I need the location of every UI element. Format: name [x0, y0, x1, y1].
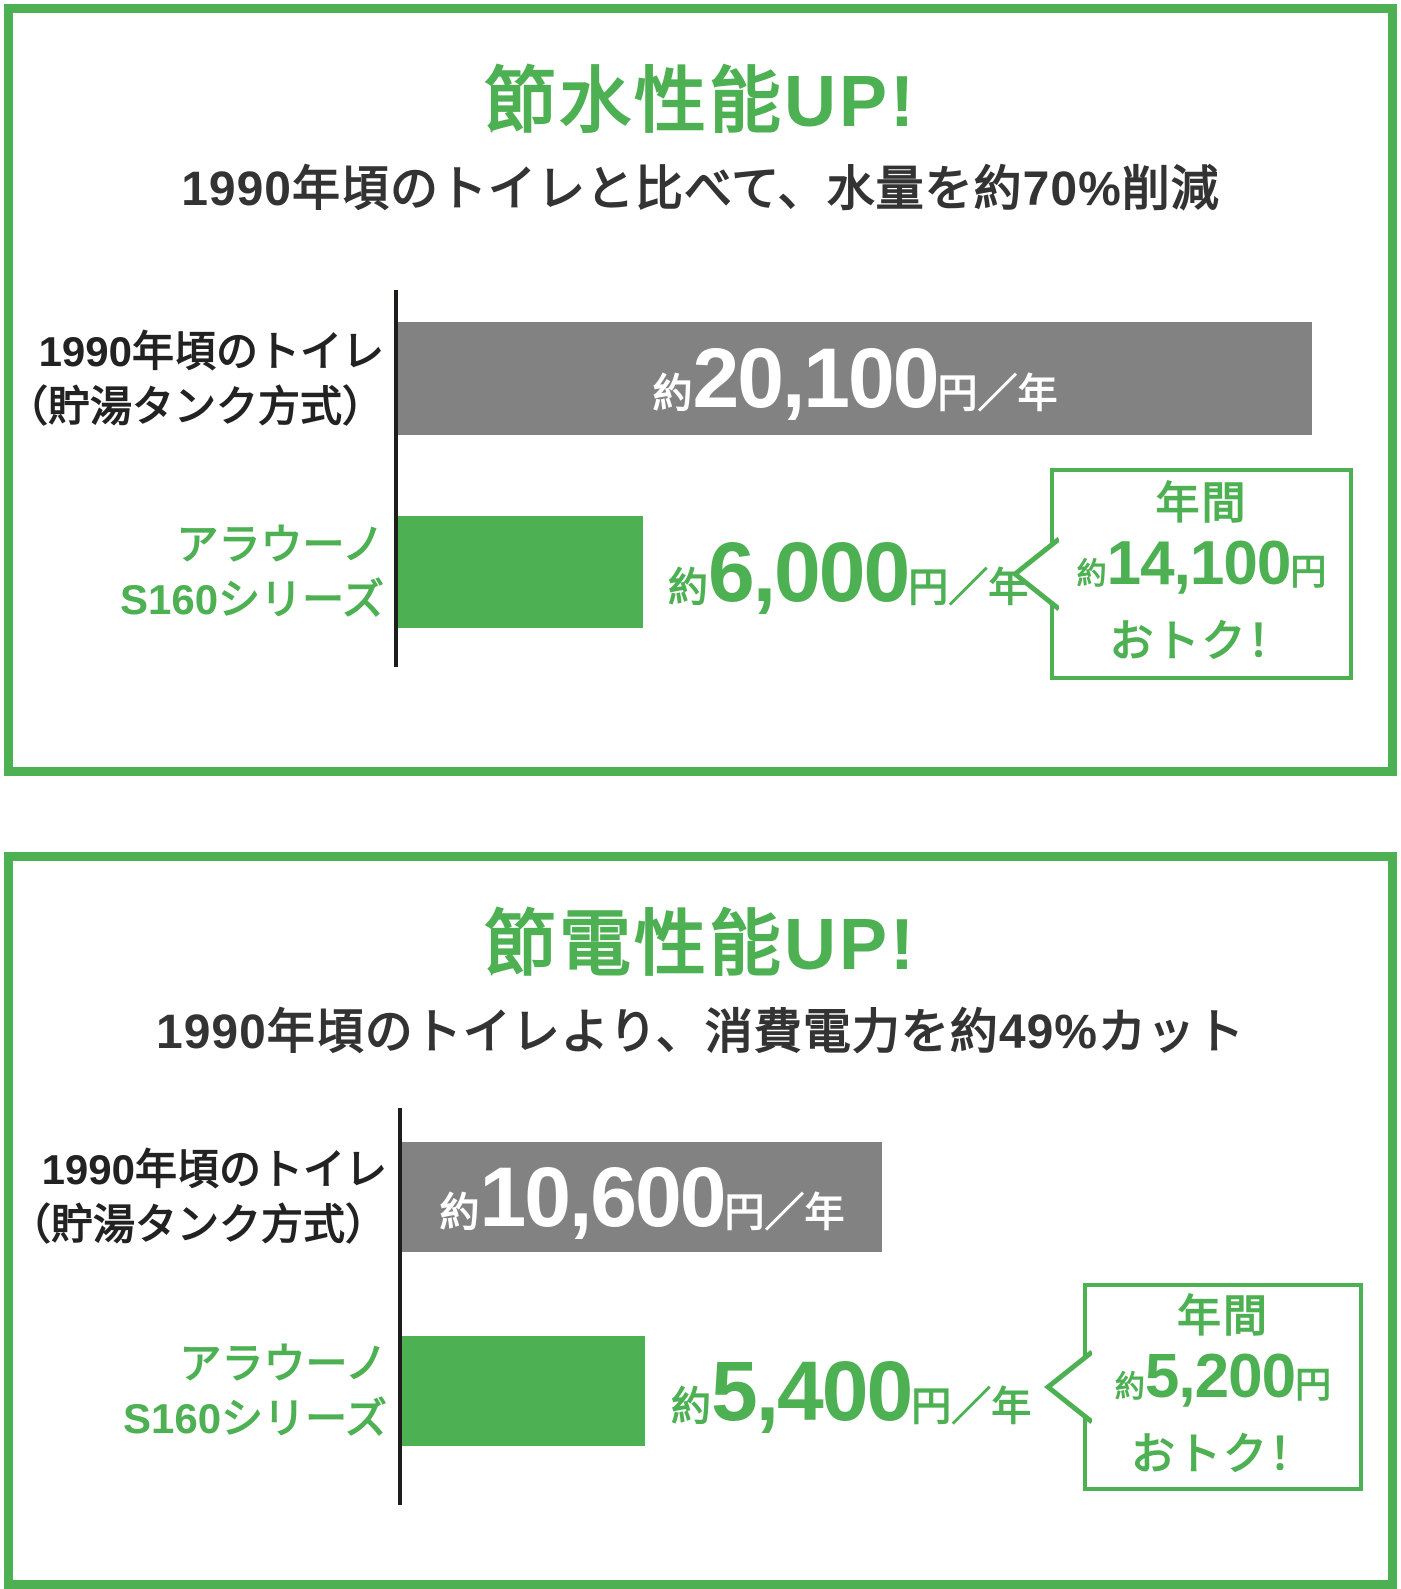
callout-number: 14,100 [1106, 529, 1292, 598]
value-prefix: 約 [671, 1384, 711, 1429]
label-line: （貯湯タンク方式） [8, 1201, 387, 1248]
callout-unit: 円 [1290, 551, 1327, 592]
callout-prefix: 約 [1114, 1371, 1145, 1404]
label-line: S160シリーズ [123, 1395, 387, 1442]
panel-subtitle: 1990年頃のトイレより、消費電力を約49%カット [156, 1006, 1245, 1059]
value-number: 20,100 [692, 331, 940, 426]
value-prefix: 約 [439, 1190, 480, 1235]
chart-axis [394, 290, 398, 667]
panel-title: 節水性能UP! [484, 62, 917, 142]
value-suffix: 円／年 [911, 1384, 1032, 1429]
label-line: アラウーノ [179, 1340, 387, 1387]
bar-label-1990-toilet: 1990年頃のトイレ （貯湯タンク方式） [6, 322, 384, 435]
value-suffix: 円／年 [937, 372, 1058, 417]
value-number: 10,600 [479, 1149, 727, 1244]
callout-period: 年間 [1155, 479, 1248, 528]
callout-unit: 円 [1295, 1364, 1332, 1405]
bar-value: 約6,000円／年 [668, 526, 1028, 618]
callout-period: 年間 [1177, 1292, 1269, 1341]
bar-label-arauno: アラウーノ S160シリーズ [13, 1336, 387, 1446]
bar-1990-toilet: 約20,100円／年 [398, 322, 1312, 435]
bar-value: 約10,600円／年 [440, 1151, 845, 1243]
value-prefix: 約 [652, 372, 693, 417]
callout-message: おトク！ [1109, 617, 1294, 666]
value-suffix: 円／年 [908, 565, 1029, 610]
callout-number: 5,200 [1144, 1342, 1296, 1411]
value-number: 6,000 [708, 524, 910, 619]
arauno-value: 約5,400円／年 [671, 1336, 1031, 1446]
label-line: アラウーノ [176, 521, 384, 568]
savings-callout: 年間 約14,100円 おトク！ [1010, 468, 1353, 680]
panel-subtitle: 1990年頃のトイレと比べて、水量を約70%削減 [181, 163, 1220, 216]
callout-message: おトク！ [1131, 1430, 1315, 1479]
panel-title: 節電性能UP! [484, 905, 917, 985]
power-saving-panel: 節電性能UP! 1990年頃のトイレより、消費電力を約49%カット 1990年頃… [4, 852, 1397, 1589]
callout-amount: 約5,200円 [1087, 1342, 1359, 1428]
bar-value: 約5,400円／年 [671, 1345, 1031, 1437]
bar-label-1990-toilet: 1990年頃のトイレ （貯湯タンク方式） [9, 1142, 387, 1252]
bar-arauno [402, 1336, 645, 1446]
callout-notch-icon [1043, 1350, 1092, 1424]
arauno-value: 約6,000円／年 [668, 516, 1028, 628]
label-line: 1990年頃のトイレ [41, 1146, 387, 1193]
callout-prefix: 約 [1076, 558, 1107, 591]
label-line: 1990年頃のトイレ [38, 327, 384, 375]
value-suffix: 円／年 [724, 1190, 845, 1235]
callout-notch-icon [1010, 537, 1059, 611]
bar-label-arauno: アラウーノ S160シリーズ [13, 516, 384, 628]
bar-arauno [398, 516, 643, 628]
savings-callout: 年間 約5,200円 おトク！ [1043, 1283, 1363, 1491]
water-saving-panel: 節水性能UP! 1990年頃のトイレと比べて、水量を約70%削減 1990年頃の… [4, 4, 1397, 776]
value-prefix: 約 [668, 565, 708, 610]
value-number: 5,400 [711, 1343, 913, 1438]
callout-amount: 約14,100円 [1054, 529, 1349, 615]
label-line: （貯湯タンク方式） [5, 382, 384, 430]
label-line: S160シリーズ [120, 576, 384, 623]
bar-value: 約20,100円／年 [653, 332, 1058, 424]
chart-axis [398, 1108, 402, 1505]
bar-1990-toilet: 約10,600円／年 [402, 1142, 882, 1252]
